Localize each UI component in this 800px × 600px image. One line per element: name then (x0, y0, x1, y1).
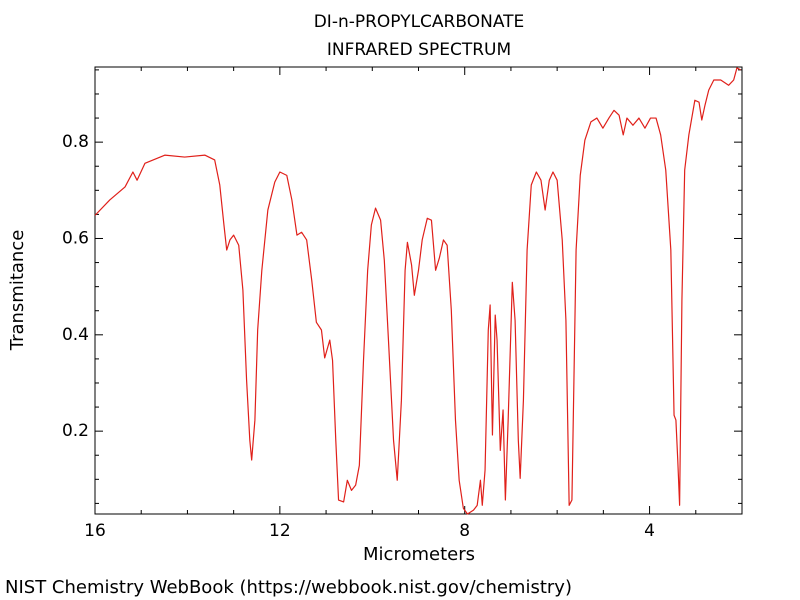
x-axis-label: Micrometers (363, 544, 475, 565)
chart-subtitle: INFRARED SPECTRUM (327, 40, 511, 60)
x-tick-label: 8 (459, 521, 470, 541)
y-tick-label: 0.8 (62, 132, 89, 152)
y-tick-label: 0.6 (62, 228, 89, 248)
y-axis-label: Transmitance (7, 230, 28, 352)
y-tick-label: 0.2 (62, 421, 89, 441)
spectrum-line (94, 67, 741, 515)
plot-frame (94, 66, 743, 515)
x-tick-label: 4 (644, 521, 655, 541)
y-tick-label: 0.4 (62, 325, 89, 345)
chart-title: DI-n-PROPYLCARBONATE (314, 12, 525, 32)
x-tick-label: 12 (269, 521, 291, 541)
footer: NIST Chemistry WebBook (https://webbook.… (5, 577, 572, 598)
x-tick-label: 16 (84, 521, 106, 541)
